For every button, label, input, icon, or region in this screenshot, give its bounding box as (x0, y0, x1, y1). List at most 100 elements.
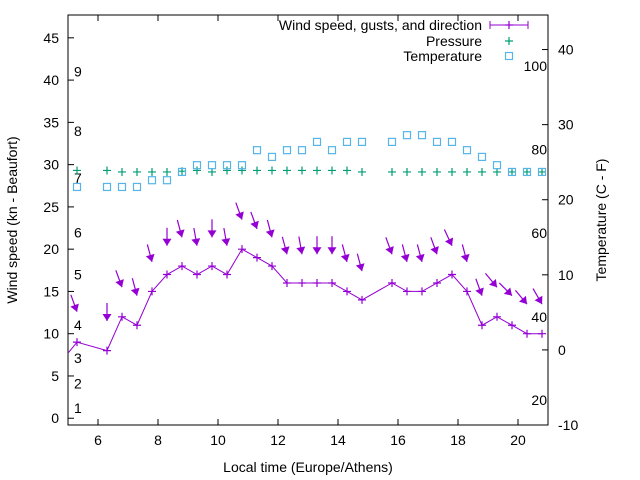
wind-speed-line (68, 248, 542, 354)
wind-speed-point (328, 278, 336, 287)
gust-direction-arrow (250, 211, 259, 230)
arrow-head (221, 238, 231, 246)
temperature-point (312, 137, 322, 147)
beaufort-label: 2 (74, 376, 82, 392)
y2-tick-label: 40 (558, 42, 574, 58)
temperature-point (507, 167, 517, 177)
wind-speed-point (343, 287, 351, 296)
arrow-head (265, 229, 275, 238)
gust-direction-arrow (175, 219, 185, 238)
legend-temperature-label: Temperature (403, 48, 482, 64)
wind-speed-point (193, 270, 201, 279)
y-tick-label: 25 (43, 199, 59, 215)
arrow-head (327, 247, 337, 255)
wind-speed-point (253, 253, 261, 262)
wind-speed-point (358, 295, 366, 304)
beaufort-label: 6 (74, 224, 82, 240)
x-tick-label: 16 (390, 432, 406, 448)
pressure-point (148, 167, 156, 176)
pressure-point (508, 167, 516, 176)
arrow-head (430, 246, 439, 255)
legend-wind-caps (489, 21, 529, 29)
gust-direction-arrow (280, 236, 290, 255)
legend-wind-label: Wind speed, gusts, and direction (279, 17, 482, 33)
pressure-point (463, 167, 471, 176)
wind-speed-point (523, 329, 531, 338)
pressure-point (283, 166, 291, 175)
arrow-head (250, 220, 259, 229)
arrow-head (400, 253, 410, 262)
y-tick-label: 35 (43, 114, 59, 130)
arrow-head (503, 287, 512, 296)
beaufort-label: 3 (74, 350, 82, 366)
pressure-point (238, 166, 246, 175)
temperature-point (162, 176, 172, 185)
gust-direction-arrow (430, 237, 439, 255)
temperature-point (477, 152, 487, 162)
arrow-head (235, 211, 244, 220)
fahrenheit-label: 40 (531, 309, 547, 325)
gust-direction-arrow (130, 278, 140, 296)
pressure-point (103, 166, 111, 175)
arrow-head (175, 229, 185, 238)
arrow-head (145, 253, 155, 262)
wind-speed-point (403, 287, 411, 296)
legend-pressure-marker (505, 37, 513, 45)
arrow-head (444, 237, 454, 246)
gust-direction-arrow (207, 219, 217, 238)
x-axis-label: Local time (Europe/Athens) (223, 459, 393, 475)
wind-speed-point (148, 287, 156, 296)
gust-direction-arrow (514, 289, 528, 305)
gust-direction-arrow (327, 236, 337, 255)
temperature-point (147, 176, 157, 185)
fahrenheit-label: 100 (524, 58, 548, 74)
temperature-point (447, 137, 457, 147)
pressure-point (418, 167, 426, 176)
fahrenheit-label: 20 (531, 392, 547, 408)
gust-direction-arrow (265, 219, 275, 238)
arrow-head (162, 238, 172, 246)
y-tick-label: 15 (43, 283, 59, 299)
legend-temperature-marker (504, 51, 514, 61)
arrow-head (207, 230, 217, 238)
pressure-point (133, 167, 141, 176)
pressure-point (403, 167, 411, 176)
y2-tick-label: 0 (558, 342, 566, 358)
wind-speed-point (478, 321, 486, 330)
gust-direction-arrow (484, 273, 498, 288)
arrow-head (460, 253, 470, 262)
gust-direction-arrow (296, 236, 306, 255)
wind-speed-point (268, 262, 276, 271)
y-tick-label: 40 (43, 72, 59, 88)
gust-direction-arrow (475, 278, 484, 296)
temperature-point (297, 146, 307, 155)
y-axis-label: Wind speed (kn - Beaufort) (4, 136, 20, 303)
temperature-point (282, 146, 292, 155)
gust-direction-arrow (162, 227, 172, 246)
pressure-point (328, 166, 336, 175)
gust-direction-arrow (340, 244, 350, 263)
pressure-point (118, 167, 126, 176)
x-tick-label: 12 (270, 432, 286, 448)
arrow-head (102, 314, 112, 322)
pressure-point (223, 166, 231, 175)
temperature-point (102, 182, 112, 192)
wind-speed-point (508, 321, 516, 330)
fahrenheit-label: 80 (531, 141, 547, 157)
y2-tick-label: 10 (558, 267, 574, 283)
pressure-point (358, 167, 366, 176)
wind-speed-point (448, 270, 456, 279)
temperature-point (177, 167, 187, 177)
beaufort-label: 7 (74, 170, 82, 186)
temperature-point (267, 152, 277, 162)
gust-direction-arrow (115, 270, 124, 288)
gust-direction-arrow (498, 282, 513, 297)
y2-axis-label: Temperature (C - F) (593, 159, 609, 282)
pressure-point (523, 167, 531, 176)
gust-direction-arrow (415, 244, 425, 263)
beaufort-label: 8 (74, 123, 82, 139)
wind-speed-point (538, 329, 546, 338)
pressure-point (448, 167, 456, 176)
temperature-point (417, 131, 427, 140)
gust-direction-arrow (443, 229, 454, 247)
